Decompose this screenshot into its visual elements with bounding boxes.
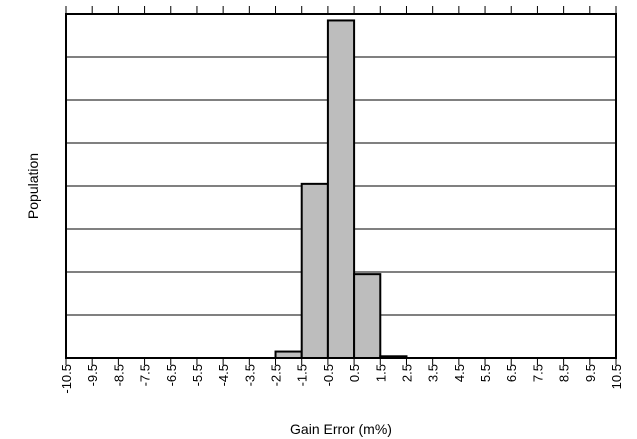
bottom-tick-marks (65, 358, 617, 365)
plot-frame (65, 13, 617, 359)
x-tick-label: -7.5 (138, 364, 153, 386)
x-tick-label: -10.5 (59, 364, 74, 394)
x-tick-label: -9.5 (85, 364, 100, 386)
x-tick-label: -4.5 (216, 364, 231, 386)
x-tick-labels: -10.5 -9.5 -8.5 -7.5 -6.5 -5.5 -4.5 -3.5 -2.5 -1.… (59, 364, 624, 394)
top-tick-marks (65, 6, 617, 14)
x-tick-label: 10.5 (609, 364, 624, 389)
x-tick-label: 4.5 (452, 364, 467, 382)
x-tick-label: 3.5 (426, 364, 441, 382)
x-tick-label: 2.5 (399, 364, 414, 382)
x-tick-label: -0.5 (321, 364, 336, 386)
x-tick-label: 7.5 (530, 364, 545, 382)
x-tick-label: -3.5 (242, 364, 257, 386)
bar--1.5-to--0.5 (300, 182, 329, 359)
bar--0.5-to-0.5 (326, 19, 356, 359)
x-axis-title: Gain Error (m%) (290, 421, 392, 437)
bar-0.5-to-1.5 (353, 273, 382, 359)
x-tick-label: -2.5 (269, 364, 284, 386)
x-tick-label: -5.5 (190, 364, 205, 386)
x-tick-label: 9.5 (583, 364, 598, 382)
x-tick-label: -6.5 (164, 364, 179, 386)
x-tick-label: 1.5 (373, 364, 388, 382)
x-tick-label: -1.5 (295, 364, 310, 386)
x-tick-label: 6.5 (504, 364, 519, 382)
x-tick-label: 8.5 (557, 364, 572, 382)
bars (274, 19, 408, 359)
x-tick-label: 0.5 (347, 364, 362, 382)
x-tick-label: -8.5 (111, 364, 126, 386)
y-axis-title: Population (25, 153, 41, 219)
x-tick-label: 5.5 (478, 364, 493, 382)
